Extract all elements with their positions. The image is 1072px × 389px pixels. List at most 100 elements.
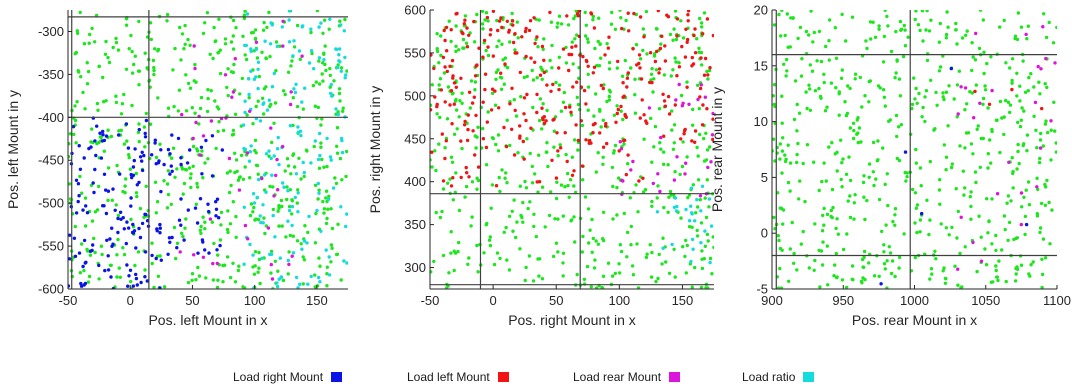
scatter-point (190, 272, 195, 276)
scatter-point (568, 178, 573, 182)
scatter-point (621, 179, 625, 183)
scatter-point (856, 140, 860, 145)
scatter-point (95, 124, 99, 128)
scatter-point (941, 95, 945, 99)
scatter-point (594, 170, 598, 174)
scatter-point (86, 69, 91, 74)
scatter-point (700, 257, 704, 261)
legend-item-load-rear-mount: Load rear Mount (573, 370, 681, 384)
scatter-point (116, 237, 120, 242)
scatter-point (580, 164, 585, 168)
scatter-point (983, 84, 987, 88)
scatter-point (582, 277, 587, 281)
scatter-point (137, 127, 141, 132)
scatter-point (291, 234, 295, 238)
scatter-point (253, 138, 258, 143)
scatter-point (345, 69, 348, 73)
y-tick-label: -350 (38, 67, 64, 82)
scatter-point (442, 28, 446, 33)
scatter-point (107, 60, 112, 65)
scatter-point (788, 247, 792, 251)
scatter-point (294, 82, 298, 87)
scatter-point (897, 266, 901, 270)
scatter-point (696, 97, 700, 102)
scatter-point (810, 69, 815, 73)
scatter-point (981, 102, 985, 107)
scatter-point (598, 42, 602, 46)
scatter-point (122, 227, 127, 231)
scatter-point (170, 169, 174, 173)
scatter-point (136, 250, 141, 254)
scatter-point (902, 23, 906, 28)
scatter-point (251, 122, 255, 126)
scatter-point (199, 231, 203, 235)
scatter-point (203, 227, 207, 231)
scatter-point (789, 16, 793, 20)
scatter-point (543, 225, 547, 229)
scatter-point (319, 123, 323, 127)
scatter-point (627, 29, 631, 33)
scatter-point (462, 123, 467, 127)
scatter-point (848, 194, 852, 198)
scatter-point (83, 224, 88, 228)
scatter-point (127, 47, 131, 51)
scatter-point (1016, 149, 1020, 154)
scatter-point (710, 272, 714, 276)
scatter-point (68, 257, 72, 261)
scatter-point (102, 100, 106, 104)
scatter-point (448, 64, 452, 69)
y-tick-label: 15 (754, 58, 768, 73)
scatter-point (853, 193, 857, 197)
scatter-point (227, 156, 232, 161)
scatter-point (673, 103, 677, 107)
scatter-point (631, 159, 635, 164)
scatter-point (691, 62, 696, 66)
scatter-point (520, 215, 524, 220)
scatter-point (440, 132, 444, 136)
scatter-point (947, 233, 951, 237)
scatter-point (1016, 120, 1020, 125)
scatter-point (644, 255, 649, 260)
scatter-point (527, 28, 532, 33)
scatter-point (710, 133, 714, 137)
scatter-point (691, 107, 695, 112)
scatter-point (695, 198, 699, 202)
scatter-point (612, 149, 616, 153)
scatter-point (474, 146, 478, 150)
scatter-point (914, 86, 918, 91)
scatter-point (449, 39, 453, 44)
scatter-point (1016, 11, 1021, 15)
scatter-point (554, 176, 559, 180)
scatter-point (129, 279, 133, 284)
scatter-point (525, 92, 529, 97)
scatter-point (928, 277, 932, 281)
scatter-point (589, 11, 593, 15)
scatter-point (290, 204, 295, 209)
scatter-point (267, 98, 271, 102)
scatter-point (705, 17, 710, 21)
scatter-point (273, 235, 277, 239)
scatter-point (242, 13, 246, 17)
scatter-point (129, 196, 133, 200)
scatter-point (301, 107, 305, 111)
scatter-point (242, 146, 246, 151)
x-axis-label: Pos. right Mount in x (508, 312, 636, 328)
scatter-point (885, 172, 889, 176)
scatter-point (928, 218, 932, 222)
scatter-point (711, 137, 714, 142)
scatter-point (962, 193, 966, 197)
scatter-point (338, 19, 342, 23)
scatter-point (118, 275, 123, 279)
scatter-point (206, 157, 210, 161)
scatter-point (200, 149, 204, 153)
scatter-point (449, 230, 453, 234)
scatter-point (914, 206, 918, 210)
scatter-point (837, 92, 841, 96)
scatter-point (541, 47, 545, 51)
scatter-point (840, 12, 844, 17)
scatter-point (661, 236, 665, 240)
scatter-point (820, 179, 824, 184)
scatter-point (85, 247, 89, 252)
scatter-point (906, 35, 910, 39)
x-tick-label: 50 (549, 293, 563, 308)
